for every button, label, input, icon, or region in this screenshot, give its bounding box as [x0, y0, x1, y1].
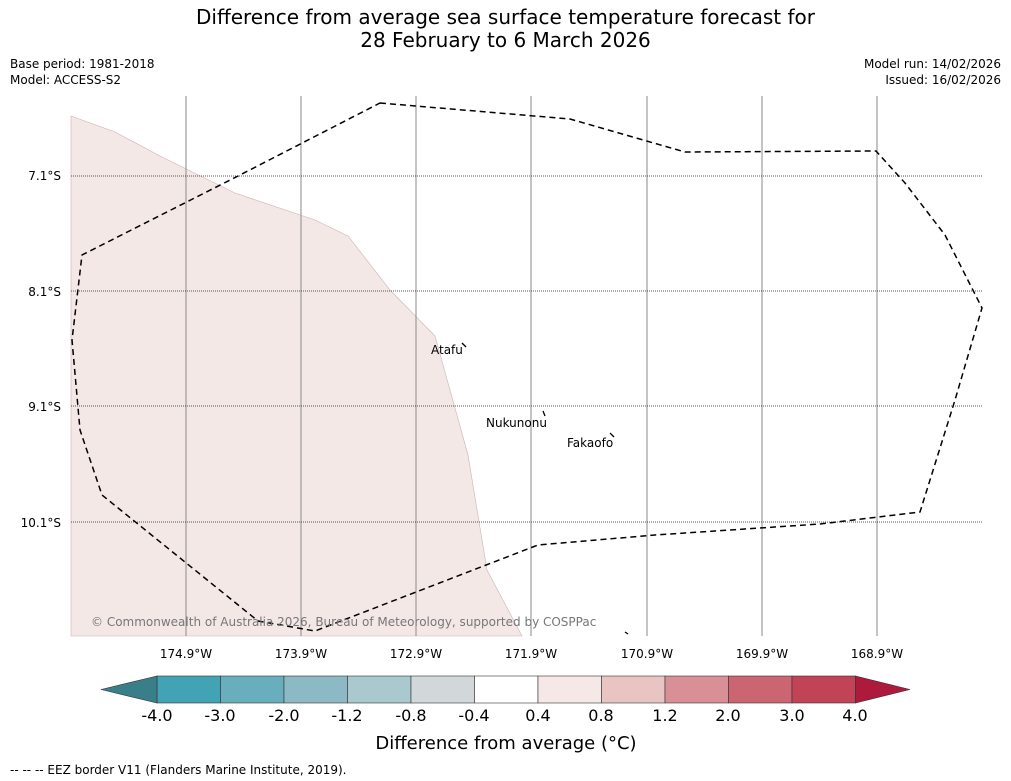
- colorbar-segment: [156, 675, 221, 704]
- atafu-island-shape: [461, 342, 467, 348]
- colorbar-title: Difference from average (°C): [375, 733, 636, 754]
- place-label-atafu: Atafu: [431, 343, 463, 357]
- place-label-nukunonu: Nukunonu: [486, 416, 547, 430]
- colorbar-segment: [283, 675, 348, 704]
- longitude-label: 172.9°W: [390, 647, 442, 661]
- colorbar-tick-label: -1.2: [331, 706, 362, 725]
- chart-title: Difference from average sea surface temp…: [0, 6, 1011, 52]
- island-markers: [461, 342, 629, 635]
- base-period: Base period: 1981-2018: [10, 57, 155, 71]
- colorbar-tick-label: 1.2: [652, 706, 677, 725]
- latitude-label: 10.1°S: [21, 516, 61, 530]
- colorbar-tick-label: 2.0: [715, 706, 740, 725]
- longitude-gridlines: [185, 96, 878, 636]
- longitude-label: 171.9°W: [505, 647, 557, 661]
- longitude-label: 169.9°W: [736, 647, 788, 661]
- nukunonu-island-shape: [542, 410, 546, 417]
- colorbar-tick-label: 0.4: [525, 706, 550, 725]
- colorbar-segment: [601, 675, 666, 704]
- colorbar: [100, 675, 911, 704]
- model-info: Base period: 1981-2018 Model: ACCESS-S2: [10, 56, 155, 88]
- colorbar-segment: [220, 675, 285, 704]
- colorbar-segment: [728, 675, 793, 704]
- colorbar-tick-label: 0.8: [588, 706, 613, 725]
- latitude-label: 9.1°S: [28, 400, 61, 414]
- colorbar-tick-label: -4.0: [141, 706, 172, 725]
- colorbar-segment: [347, 675, 412, 704]
- colorbar-segment: [410, 675, 475, 704]
- colorbar-segment: [664, 675, 729, 704]
- colorbar-tick-label: 3.0: [779, 706, 804, 725]
- longitude-label: 170.9°W: [621, 647, 673, 661]
- colorbar-segment: [537, 675, 602, 704]
- warm-anomaly-region: [70, 115, 523, 637]
- eez-legend-note: -- -- -- EEZ border V11 (Flanders Marine…: [10, 763, 347, 777]
- copyright-notice: © Commonwealth of Australia 2026, Bureau…: [91, 615, 596, 629]
- longitude-label: 168.9°W: [851, 647, 903, 661]
- title-line-2: 28 February to 6 March 2026: [360, 28, 651, 52]
- issued-date: Issued: 16/02/2026: [885, 73, 1001, 87]
- colorbar-tick-labels: -4.0 -3.0 -2.0 -1.2 -0.8 -0.4 0.4 0.8 1.…: [141, 706, 867, 725]
- longitude-label: 173.9°W: [275, 647, 327, 661]
- place-label-fakaofo: Fakaofo: [567, 436, 613, 450]
- model-run-date: Model run: 14/02/2026: [863, 57, 1001, 71]
- title-line-1: Difference from average sea surface temp…: [195, 5, 815, 29]
- fakaofo-island-shape: [609, 432, 615, 438]
- colorbar-tick-label: -0.8: [395, 706, 426, 725]
- latitude-label: 8.1°S: [28, 285, 61, 299]
- latitude-label: 7.1°S: [28, 169, 61, 183]
- model-name: Model: ACCESS-S2: [10, 73, 122, 87]
- colorbar-tick-label: -3.0: [204, 706, 235, 725]
- longitude-label: 174.9°W: [160, 647, 212, 661]
- colorbar-segment: [791, 675, 856, 704]
- colorbar-segment: [474, 675, 539, 704]
- colorbar-tick-label: -2.0: [268, 706, 299, 725]
- colorbar-tick-label: 4.0: [842, 706, 867, 725]
- run-info: Model run: 14/02/2026 Issued: 16/02/2026: [864, 56, 1001, 88]
- colorbar-high-extension: [855, 675, 911, 704]
- eez-border: [71, 102, 983, 632]
- colorbar-tick-label: -0.4: [458, 706, 489, 725]
- colorbar-low-extension: [100, 675, 158, 704]
- swains-island-shape: [624, 631, 629, 635]
